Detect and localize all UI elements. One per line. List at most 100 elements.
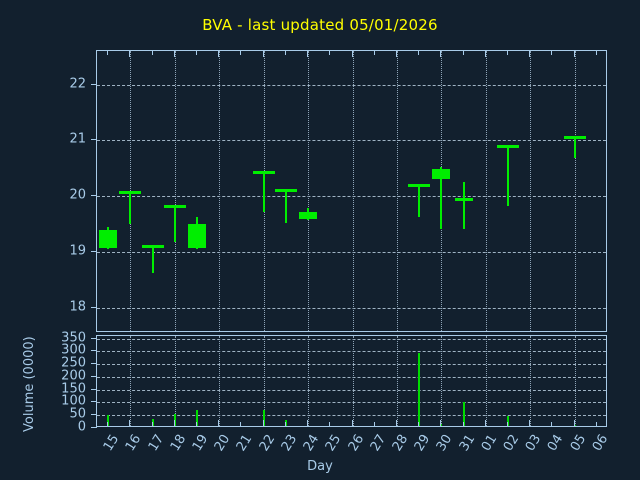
volume-y-label: 0 xyxy=(77,419,86,435)
price-x-tick xyxy=(507,51,509,55)
volume-vertical-gridline xyxy=(485,336,487,426)
ohlc-wick xyxy=(418,183,421,218)
volume-gridline xyxy=(97,376,606,378)
price-x-tick xyxy=(418,51,420,55)
x-tick xyxy=(484,420,486,426)
x-tick xyxy=(373,422,375,426)
ohlc-body xyxy=(187,224,206,248)
x-tick xyxy=(440,420,442,426)
price-y-label: 22 xyxy=(69,76,86,91)
volume-vertical-gridline xyxy=(263,336,265,426)
price-y-label: 20 xyxy=(69,187,86,203)
ohlc-wick xyxy=(440,167,443,229)
ohlc-wick xyxy=(129,190,132,225)
volume-y-tick xyxy=(91,337,97,339)
x-tick xyxy=(507,422,509,426)
volume-vertical-gridline xyxy=(396,336,398,426)
price-x-tick xyxy=(529,51,531,57)
ohlc-wick xyxy=(573,135,576,159)
x-tick xyxy=(195,422,197,426)
volume-y-tick xyxy=(91,375,97,377)
price-x-tick xyxy=(240,51,242,55)
day-axis-title: Day xyxy=(307,459,333,474)
x-tick xyxy=(284,422,286,426)
ohlc-wick xyxy=(173,204,176,242)
x-tick xyxy=(329,422,331,426)
volume-bar xyxy=(507,415,510,426)
volume-bar xyxy=(107,414,110,426)
ohlc-open-tick xyxy=(119,190,142,194)
volume-bar xyxy=(173,413,176,426)
x-axis-label: 17 xyxy=(145,432,167,454)
x-axis-label: 15 xyxy=(100,432,123,454)
price-x-tick xyxy=(129,51,131,57)
x-tick xyxy=(173,420,175,426)
volume-vertical-gridline xyxy=(174,336,176,426)
x-axis-label: 03 xyxy=(523,432,545,454)
price-x-tick xyxy=(573,51,575,57)
volume-gridline xyxy=(97,351,606,353)
chart-title: BVA - last updated 05/01/2026 xyxy=(202,16,438,34)
volume-vertical-gridline xyxy=(219,336,221,426)
x-tick xyxy=(151,422,153,426)
volume-gridline xyxy=(97,338,606,340)
volume-bar xyxy=(440,423,443,426)
x-axis-label: 05 xyxy=(567,432,589,454)
price-vertical-gridline xyxy=(485,51,487,331)
volume-vertical-gridline xyxy=(574,336,576,426)
volume-y-label: 150 xyxy=(61,381,86,397)
x-axis-label: 24 xyxy=(300,432,323,454)
x-axis-label: 25 xyxy=(323,432,345,454)
volume-y-tick xyxy=(91,414,97,416)
price-x-tick xyxy=(173,51,175,57)
volume-y-label: 300 xyxy=(61,342,86,358)
volume-plot-area xyxy=(96,335,607,427)
volume-y-label: 200 xyxy=(61,368,86,384)
x-axis-label: 04 xyxy=(545,432,567,454)
price-x-tick xyxy=(195,51,197,55)
price-x-tick xyxy=(262,51,264,57)
price-vertical-gridline xyxy=(574,51,576,331)
price-y-label: 18 xyxy=(69,299,86,315)
x-axis-label: 26 xyxy=(345,432,367,454)
x-axis-label: 27 xyxy=(367,432,389,454)
volume-y-label: 350 xyxy=(61,330,86,346)
ohlc-open-tick xyxy=(274,189,297,193)
price-gridline xyxy=(97,307,606,309)
price-vertical-gridline xyxy=(308,51,310,331)
ohlc-body xyxy=(299,211,318,219)
volume-y-label: 100 xyxy=(61,393,86,409)
x-tick xyxy=(573,420,575,426)
ohlc-open-tick xyxy=(252,170,275,174)
price-x-tick xyxy=(551,51,553,55)
price-axis-title: Price xyxy=(0,138,1,170)
volume-vertical-gridline xyxy=(530,336,532,426)
volume-y-tick xyxy=(91,388,97,390)
volume-y-tick xyxy=(91,363,97,365)
x-tick xyxy=(240,422,242,426)
x-tick xyxy=(218,420,220,426)
ohlc-open-tick xyxy=(497,144,520,148)
volume-vertical-gridline xyxy=(441,336,443,426)
x-axis-label: 01 xyxy=(478,432,501,454)
price-x-tick xyxy=(284,51,286,55)
x-tick xyxy=(551,422,553,426)
volume-axis-title: Volume (0000) xyxy=(22,336,37,432)
x-axis-label: 16 xyxy=(123,432,145,454)
price-y-label: 21 xyxy=(69,131,86,147)
ohlc-wick xyxy=(284,189,287,223)
price-y-label: 19 xyxy=(69,243,86,259)
ohlc-open-tick xyxy=(408,183,431,187)
volume-vertical-gridline xyxy=(130,336,132,426)
ohlc-body xyxy=(454,198,473,202)
ohlc-body xyxy=(432,169,451,180)
ohlc-open-tick xyxy=(563,135,586,139)
x-tick xyxy=(529,420,531,426)
x-axis-label: 29 xyxy=(411,432,434,454)
price-x-tick xyxy=(462,51,464,55)
ohlc-wick xyxy=(507,144,510,207)
volume-bar xyxy=(462,401,465,426)
x-tick xyxy=(307,420,309,426)
price-gridline xyxy=(97,140,606,142)
volume-gridline xyxy=(97,402,606,404)
